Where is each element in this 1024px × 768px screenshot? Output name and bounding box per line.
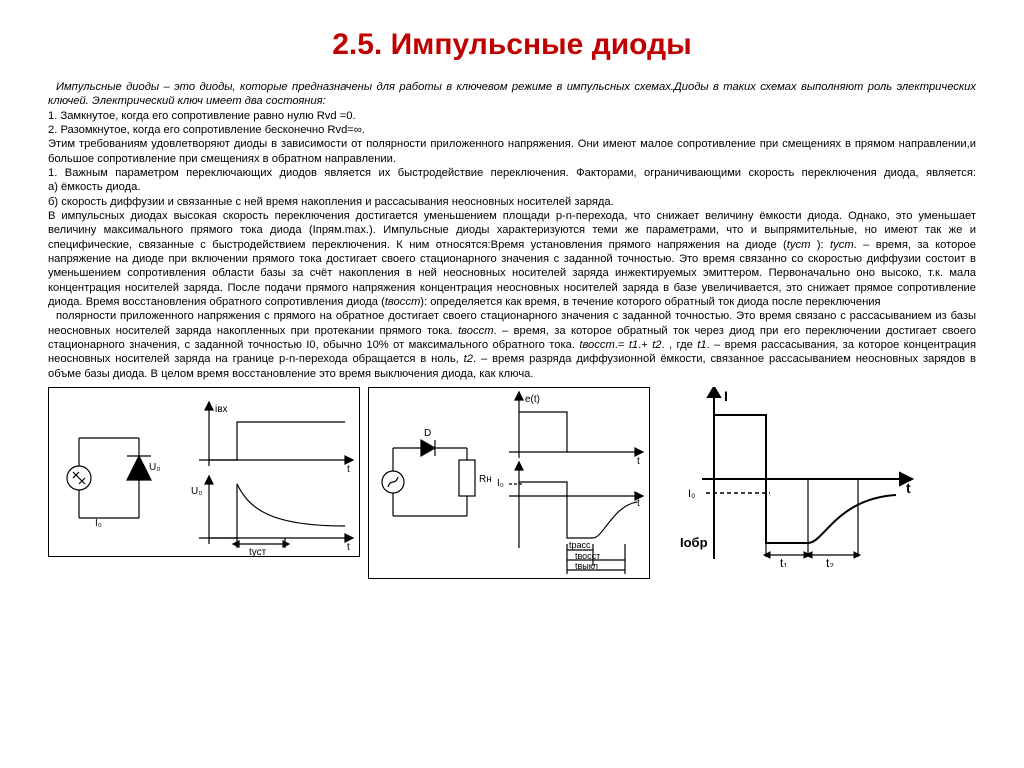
figures-row: I₀ U₀ iвх t [48,387,976,579]
fig2-label-t1: t [637,456,640,467]
figure-1-svg: I₀ U₀ iвх t [49,388,359,556]
fig3-label-t2: t₂ [826,556,834,567]
fig1-label-t2: t [347,542,350,553]
fig3-label-t: t [906,480,911,496]
factor-b: б) скорость диффузии и связанные с ней в… [48,195,976,209]
para-factors: 1. Важным параметром переключающих диодо… [48,166,976,180]
fig1-label-iin: iвх [215,404,228,415]
fig2-label-d: D [424,428,431,439]
fig1-label-u0b: U₀ [191,486,202,497]
fig3-label-i0: I₀ [688,488,696,500]
fig2-label-tvykl: tвыкл [575,561,598,571]
para-requirements: Этим требованиям удовлетворяют диоды в з… [48,137,976,166]
factor-a: а) ёмкость диода. [48,180,976,194]
figure-2-svg: D Rн e(t) t [369,388,649,578]
fig2-label-et: e(t) [525,394,540,405]
fig3-label-iobr: Iобр [680,535,708,550]
fig2-label-i0: I₀ [497,478,504,489]
intro-para: Импульсные диоды – это диоды, которые пр… [48,81,976,107]
body-text: Импульсные диоды – это диоды, которые пр… [48,80,976,381]
fig2-label-tvosst: tвосст [575,551,600,561]
para-main: В импульсных диодах высокая скорость пер… [48,209,976,309]
figure-1: I₀ U₀ iвх t [48,387,360,557]
fig2-label-rn: Rн [479,474,492,485]
fig2-label-t2: t [637,498,640,509]
fig2-label-trass: tрасс [569,540,591,550]
fig3-label-i: I [724,388,728,404]
fig1-label-ie: I₀ [95,518,102,529]
figure-3: I t I₀ Iобр t₁ t₂ [658,387,918,567]
figure-2: D Rн e(t) t [368,387,650,579]
state-1: 1. Замкнутое, когда его сопротивление ра… [48,109,976,123]
figure-3-svg: I t I₀ Iобр t₁ t₂ [658,387,918,567]
fig3-label-t1: t₁ [780,556,787,567]
fig1-label-t1: t [347,464,350,475]
fig1-label-u0: U₀ [149,462,160,473]
state-2: 2. Разомкнутое, когда его сопротивление … [48,123,976,137]
para-recovery: полярности приложенного напряжения с пря… [48,309,976,381]
page-title: 2.5. Импульсные диоды [48,28,976,62]
fig1-label-tust: tуст [249,547,267,556]
